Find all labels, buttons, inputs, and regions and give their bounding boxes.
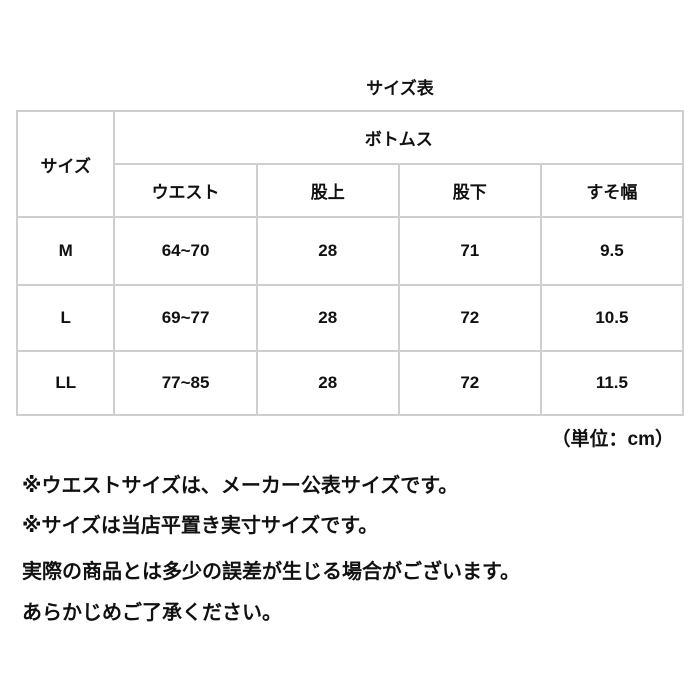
table-row: LL 77~85 28 72 11.5 bbox=[15, 350, 685, 416]
column-header: ウエスト bbox=[113, 163, 258, 218]
value-cell: 69~77 bbox=[113, 284, 258, 352]
value-cell: 28 bbox=[255, 216, 400, 286]
value-cell: 71 bbox=[397, 216, 542, 286]
value-cell: 77~85 bbox=[113, 350, 258, 416]
value-cell: 10.5 bbox=[539, 284, 685, 352]
value-cell: 72 bbox=[397, 350, 542, 416]
size-cell: LL bbox=[15, 350, 116, 416]
note-line: あらかじめご了承ください。 bbox=[22, 602, 282, 624]
note-line: ※ウエストサイズは、メーカー公表サイズです。 bbox=[22, 475, 459, 497]
header-row-columns: ウエスト 股上 股下 すそ幅 bbox=[17, 163, 685, 218]
size-header: サイズ bbox=[15, 110, 116, 218]
table-row: M 64~70 28 71 9.5 bbox=[15, 216, 685, 286]
note-line: 実際の商品とは多少の誤差が生じる場合がございます。 bbox=[22, 561, 520, 583]
value-cell: 28 bbox=[255, 284, 400, 352]
column-header: 股下 bbox=[397, 163, 542, 218]
table-row: L 69~77 28 72 10.5 bbox=[15, 284, 685, 352]
chart-title: サイズ表 bbox=[366, 79, 434, 98]
value-cell: 9.5 bbox=[539, 216, 685, 286]
header-row-group: サイズ ボトムス bbox=[15, 110, 684, 218]
column-header: 股上 bbox=[255, 163, 400, 218]
size-table: サイズ ボトムス ウエスト 股上 股下 すそ幅 M 64~70 28 71 9.… bbox=[15, 110, 685, 416]
unit-label: （単位：cm） bbox=[551, 429, 674, 450]
value-cell: 64~70 bbox=[113, 216, 258, 286]
value-cell: 72 bbox=[397, 284, 542, 352]
size-cell: L bbox=[15, 284, 116, 352]
value-cell: 11.5 bbox=[539, 350, 685, 416]
group-header-bottoms: ボトムス bbox=[113, 110, 684, 165]
column-header: すそ幅 bbox=[539, 163, 685, 218]
value-cell: 28 bbox=[255, 350, 400, 416]
size-cell: M bbox=[15, 216, 116, 286]
note-line: ※サイズは当店平置き実寸サイズです。 bbox=[22, 515, 379, 537]
